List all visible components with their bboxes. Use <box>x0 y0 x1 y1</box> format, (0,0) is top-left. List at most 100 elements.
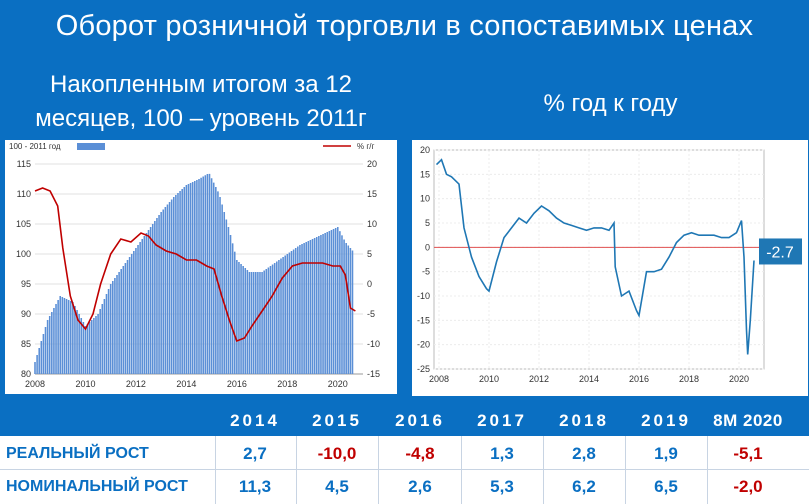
x-tick-label: 2014 <box>176 379 196 389</box>
bar <box>292 249 295 374</box>
bar <box>128 257 131 374</box>
bar <box>107 289 110 374</box>
table-header-year: 2018 <box>559 411 609 430</box>
table-column-divider <box>296 436 297 504</box>
bar <box>254 272 257 374</box>
bar <box>133 251 135 374</box>
bar <box>301 244 303 374</box>
bar <box>67 300 70 374</box>
bar <box>315 237 318 374</box>
table-column-divider <box>378 436 379 504</box>
table-cell-value: 6,5 <box>654 477 678 496</box>
table-column-divider <box>543 436 544 504</box>
bar <box>339 231 341 374</box>
y-left-tick-label: 100 <box>16 249 31 259</box>
table-header-row <box>0 404 809 436</box>
y-tick-label: -5 <box>422 267 430 277</box>
right-chart-svg: -25 -20 -15 -10 -5 0 5 10 15 20 2008 2010 2012 2014 20… <box>417 145 802 384</box>
bar <box>183 187 186 374</box>
y-tick-label: 20 <box>420 145 430 155</box>
bar <box>36 355 38 374</box>
bar <box>189 183 192 374</box>
yoy-line <box>435 158 755 355</box>
left-chart-subtitle: Накопленным итогом за 12 месяцев, 100 – … <box>0 68 402 136</box>
table-column-divider <box>461 436 462 504</box>
bar <box>139 242 141 374</box>
bar <box>158 215 160 374</box>
bar <box>269 266 272 374</box>
x-tick-label: 2016 <box>629 374 649 384</box>
bar <box>154 221 156 374</box>
x-tick-label: 2020 <box>729 374 749 384</box>
legend-bars-swatch <box>77 143 105 150</box>
bar <box>202 176 204 374</box>
bar <box>34 362 36 374</box>
bar <box>90 320 93 374</box>
table-header-year: 8M 2020 <box>713 411 783 430</box>
bar <box>168 202 171 374</box>
bar <box>250 272 253 374</box>
bar <box>318 236 320 374</box>
bar <box>278 260 280 374</box>
table-header-year: 2017 <box>477 411 527 430</box>
bar <box>55 304 57 374</box>
bar <box>267 267 270 374</box>
table-row-divider <box>0 469 809 470</box>
bar <box>257 272 259 374</box>
y-left-tick-label: 105 <box>16 219 31 229</box>
table-cell-value: 2,8 <box>572 444 596 463</box>
bar <box>86 324 89 374</box>
table-header-year: 2016 <box>395 411 445 430</box>
bar <box>280 258 282 374</box>
bar <box>297 246 299 374</box>
bar <box>40 341 43 374</box>
y-tick-label: 15 <box>420 169 430 179</box>
x-tick-label: 2012 <box>529 374 549 384</box>
table-column-divider <box>625 436 626 504</box>
left-chart-svg: 80 85 90 95 100 105 110 115 -15 -10 -5 0 5 10 15 20 2008… <box>9 142 380 389</box>
bar <box>288 252 291 374</box>
y-left-tick-label: 90 <box>21 309 31 319</box>
bar <box>208 173 211 374</box>
bar <box>105 294 108 374</box>
bar <box>305 242 308 374</box>
x-tick-label: 2014 <box>579 374 599 384</box>
left-subtitle-line1: Накопленным итогом за 12 <box>49 71 352 98</box>
left-chart: 80 85 90 95 100 105 110 115 -15 -10 -5 0 5 10 15 20 2008… <box>5 140 397 394</box>
table-cell-value: 1,9 <box>654 444 678 463</box>
table-cell-value: -2,0 <box>733 477 763 496</box>
bar <box>185 185 188 374</box>
bar <box>215 187 217 374</box>
bar <box>286 254 289 374</box>
bar <box>349 248 352 374</box>
bar <box>282 257 284 374</box>
table-cell-value: 2,7 <box>243 444 267 463</box>
y-left-tick-label: 85 <box>21 339 31 349</box>
table-header-year: 2019 <box>641 411 691 430</box>
x-tick-label: 2008 <box>25 379 45 389</box>
bar <box>322 234 324 374</box>
bar <box>112 281 114 374</box>
bar <box>320 235 322 374</box>
y-right-tick-label: 15 <box>367 189 377 199</box>
bar <box>200 177 202 374</box>
bar <box>307 241 310 374</box>
bar <box>103 299 106 374</box>
bar <box>276 261 278 374</box>
bar <box>42 334 45 374</box>
bar <box>51 312 53 374</box>
bar <box>162 209 165 374</box>
bar <box>351 250 354 374</box>
bar <box>336 227 339 374</box>
y-right-tick-label: 0 <box>367 279 372 289</box>
bar <box>343 239 345 374</box>
bar <box>265 269 268 374</box>
bar <box>219 197 221 374</box>
page-title: Оборот розничной торговли в сопоставимых… <box>55 10 754 42</box>
bar <box>137 245 139 374</box>
bar <box>187 184 190 374</box>
bar <box>76 310 78 374</box>
y-right-tick-label: -5 <box>367 309 375 319</box>
bar <box>82 322 85 374</box>
bar <box>175 195 177 374</box>
